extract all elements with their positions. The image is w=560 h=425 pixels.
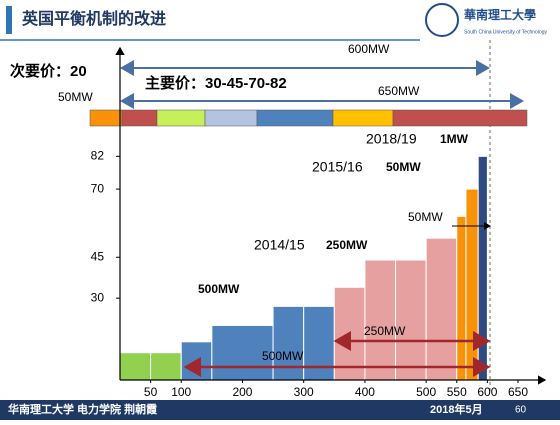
bar <box>364 259 397 381</box>
bar <box>180 341 213 381</box>
annotation: 次要价：20 <box>10 62 87 80</box>
strip-segment <box>89 109 123 127</box>
annotation: 500MW <box>262 349 304 363</box>
annotation: 2014/15 <box>254 237 305 253</box>
footer-bar <box>0 400 560 420</box>
overlay: 2018/19 1MW 2015/16 50MW 50MW 2014/15 25… <box>183 131 491 377</box>
annotation: 50MW <box>386 160 421 174</box>
bar <box>456 215 467 381</box>
annotation: 650MW <box>378 84 420 98</box>
bar <box>477 155 488 381</box>
footer-left: 华南理工大学 电力学院 荆朝霞 <box>8 402 158 416</box>
strip-segment <box>332 109 394 127</box>
strip-segment <box>204 109 258 127</box>
strip-segment <box>156 109 206 127</box>
y-tick-label: 45 <box>91 249 105 263</box>
footer-date: 2018年5月 <box>430 402 483 416</box>
logo-en: South China University of Technology <box>464 29 548 35</box>
annotation: 2018/19 <box>366 131 417 147</box>
y-tick-label: 82 <box>91 149 105 163</box>
bar <box>303 305 335 381</box>
x-tick-label: 500 <box>416 385 436 399</box>
x-tick-label: 300 <box>294 385 314 399</box>
annotation: 50MW <box>408 210 443 224</box>
strip-segment <box>121 109 158 127</box>
annotation: 主要价：30-45-70-82 <box>145 74 287 92</box>
logo-cn: 華南理工大學 <box>464 7 536 22</box>
strip-segment <box>256 109 334 127</box>
x-tick-label: 550 <box>447 385 467 399</box>
annotation: 250MW <box>326 238 368 252</box>
bar <box>119 352 152 381</box>
logo-seal <box>425 3 459 37</box>
x-tick-label: 650 <box>508 385 528 399</box>
annotation: 250MW <box>364 324 406 338</box>
title-bar <box>6 6 12 34</box>
annotation: 50MW <box>58 90 93 104</box>
title: 英国平衡机制的改进 <box>21 9 166 28</box>
annotation: 500MW <box>198 282 240 296</box>
x-tick-label: 100 <box>171 385 191 399</box>
y-tick-label: 30 <box>91 290 105 304</box>
x-tick-label: 50 <box>144 385 158 399</box>
x-tick-label: 400 <box>355 385 375 399</box>
bar <box>150 352 182 381</box>
footer-page: 60 <box>515 405 527 416</box>
bar <box>395 259 427 381</box>
x-tick-label: 600 <box>477 385 497 399</box>
bar <box>465 188 479 381</box>
strip-segment <box>392 109 528 127</box>
annotation: 2015/16 <box>312 159 363 175</box>
annotation: 1MW <box>440 132 469 146</box>
capacity-strip <box>89 109 528 127</box>
bar <box>272 305 305 381</box>
x-tick-label: 200 <box>232 385 252 399</box>
bar <box>425 237 458 381</box>
y-tick-label: 70 <box>91 181 105 195</box>
annotation: 600MW <box>348 42 390 56</box>
